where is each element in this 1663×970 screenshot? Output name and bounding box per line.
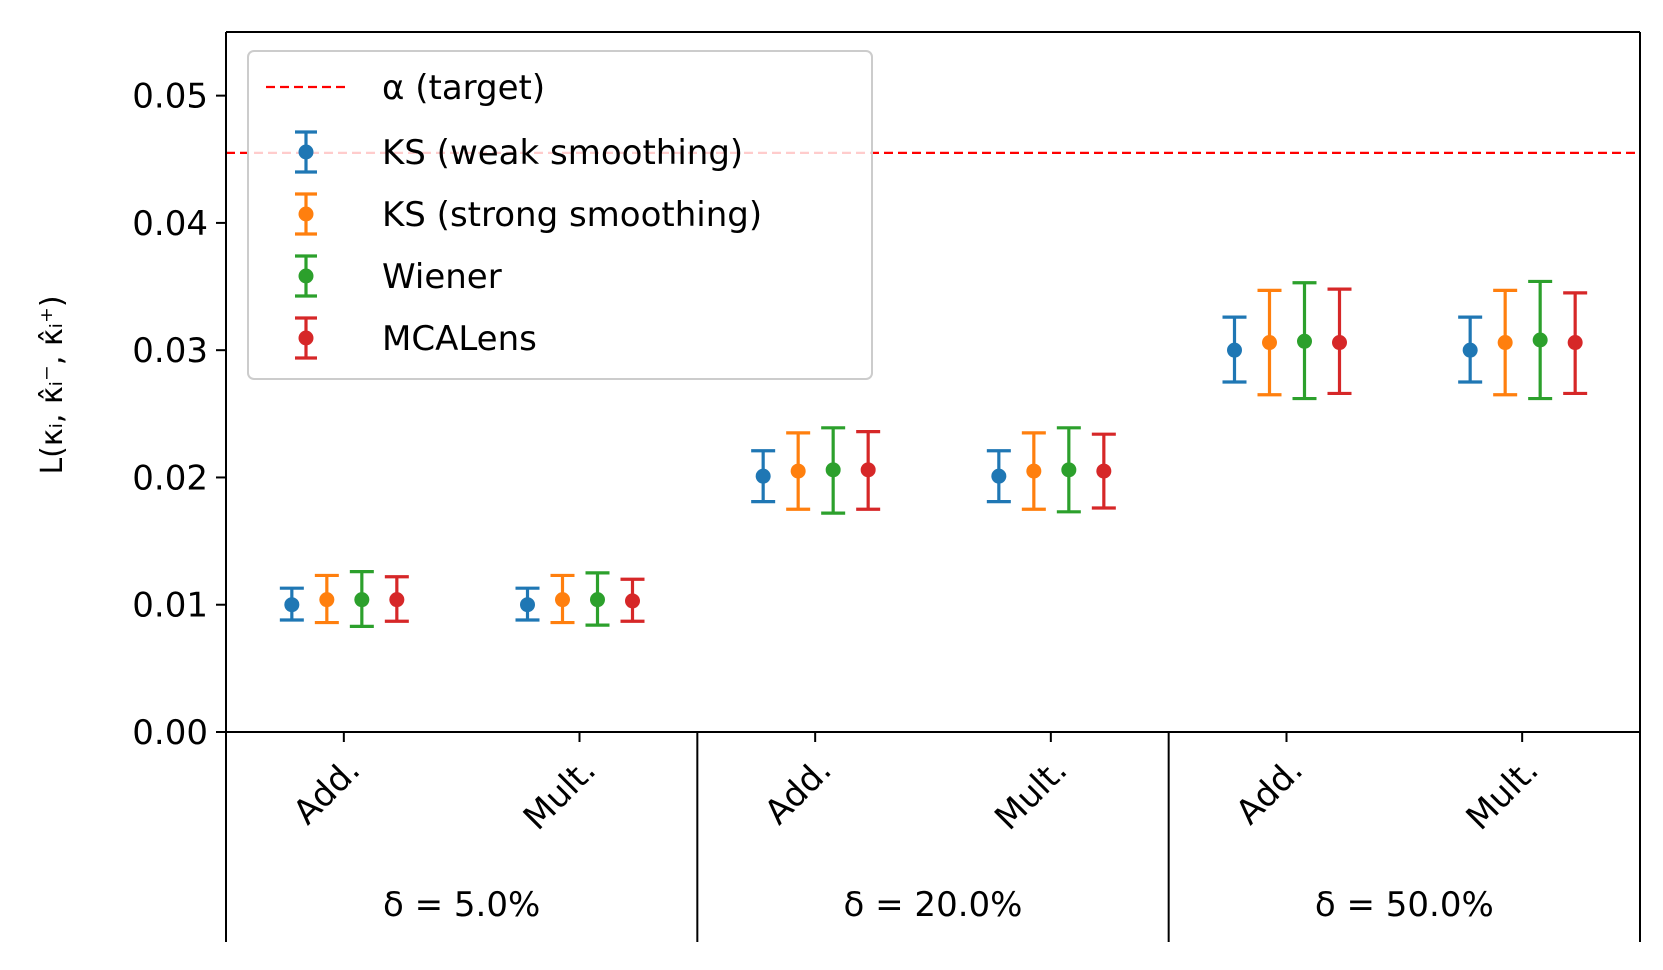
data-point: [1026, 463, 1042, 479]
legend-entry: Wiener: [295, 254, 502, 298]
legend-label: MCALens: [382, 319, 537, 359]
data-point: [1462, 342, 1478, 358]
data-point: [625, 593, 640, 609]
x-tick-label: Add.: [1228, 750, 1310, 832]
data-point: [1532, 332, 1548, 348]
data-point: [1567, 335, 1583, 351]
data-point: [1061, 462, 1077, 478]
series-ks-weak-smoothing: [279, 315, 1483, 622]
data-point: [1297, 333, 1312, 349]
legend-entry: MCALens: [295, 316, 537, 360]
series-mcalens: [384, 287, 1588, 623]
y-tick-label: 0.04: [132, 204, 208, 244]
data-point: [1096, 463, 1112, 479]
legend-entry: KS (strong smoothing): [295, 192, 762, 236]
legend-handle-marker: [298, 330, 314, 346]
legend-label: Wiener: [382, 257, 502, 297]
legend-box: [247, 50, 873, 380]
data-point: [354, 592, 370, 608]
y-tick-label: 0.02: [132, 458, 208, 498]
data-point: [1262, 335, 1277, 351]
legend: α (target) KS (weak smoothing) KS (strong …: [247, 50, 873, 380]
legend-label-target: α (target): [382, 68, 545, 108]
x-tick-label: Mult.: [516, 750, 604, 838]
data-point: [520, 597, 535, 613]
legend-label: KS (strong smoothing): [382, 195, 762, 235]
data-point: [991, 468, 1007, 484]
data-point: [755, 468, 771, 484]
group-label: δ = 20.0%: [844, 885, 1023, 925]
group-label: δ = 50.0%: [1315, 885, 1494, 925]
data-point: [825, 462, 841, 478]
legend-entry: KS (weak smoothing): [295, 130, 743, 174]
y-tick-label: 0.03: [132, 331, 208, 371]
y-tick-label: 0.05: [132, 77, 208, 117]
x-tick-label: Mult.: [987, 750, 1075, 838]
data-point: [790, 463, 806, 479]
data-point: [555, 592, 570, 608]
data-point: [284, 597, 300, 613]
data-point: [590, 592, 605, 608]
legend-handle-marker: [298, 268, 314, 284]
y-tick-label: 0.01: [132, 586, 208, 626]
y-axis-label: L(κᵢ, κ̂ᵢ⁻, κ̂ᵢ⁺): [35, 295, 70, 474]
legend-handle-marker: [298, 144, 314, 160]
series-ks-strong-smoothing: [314, 288, 1518, 625]
series-wiener: [349, 279, 1553, 628]
group-label: δ = 5.0%: [383, 885, 540, 925]
x-tick-label: Mult.: [1459, 750, 1547, 838]
data-point: [1497, 335, 1513, 351]
data-point: [389, 592, 405, 608]
legend-label: KS (weak smoothing): [382, 133, 743, 173]
x-tick-label: Add.: [757, 750, 839, 832]
series-layer: [279, 279, 1588, 628]
legend-handle-marker: [298, 206, 314, 222]
data-point: [860, 462, 876, 478]
data-point: [1227, 342, 1242, 358]
data-point: [1332, 335, 1347, 351]
data-point: [319, 592, 335, 608]
x-tick-label: Add.: [286, 750, 368, 832]
y-tick-label: 0.00: [132, 713, 208, 753]
